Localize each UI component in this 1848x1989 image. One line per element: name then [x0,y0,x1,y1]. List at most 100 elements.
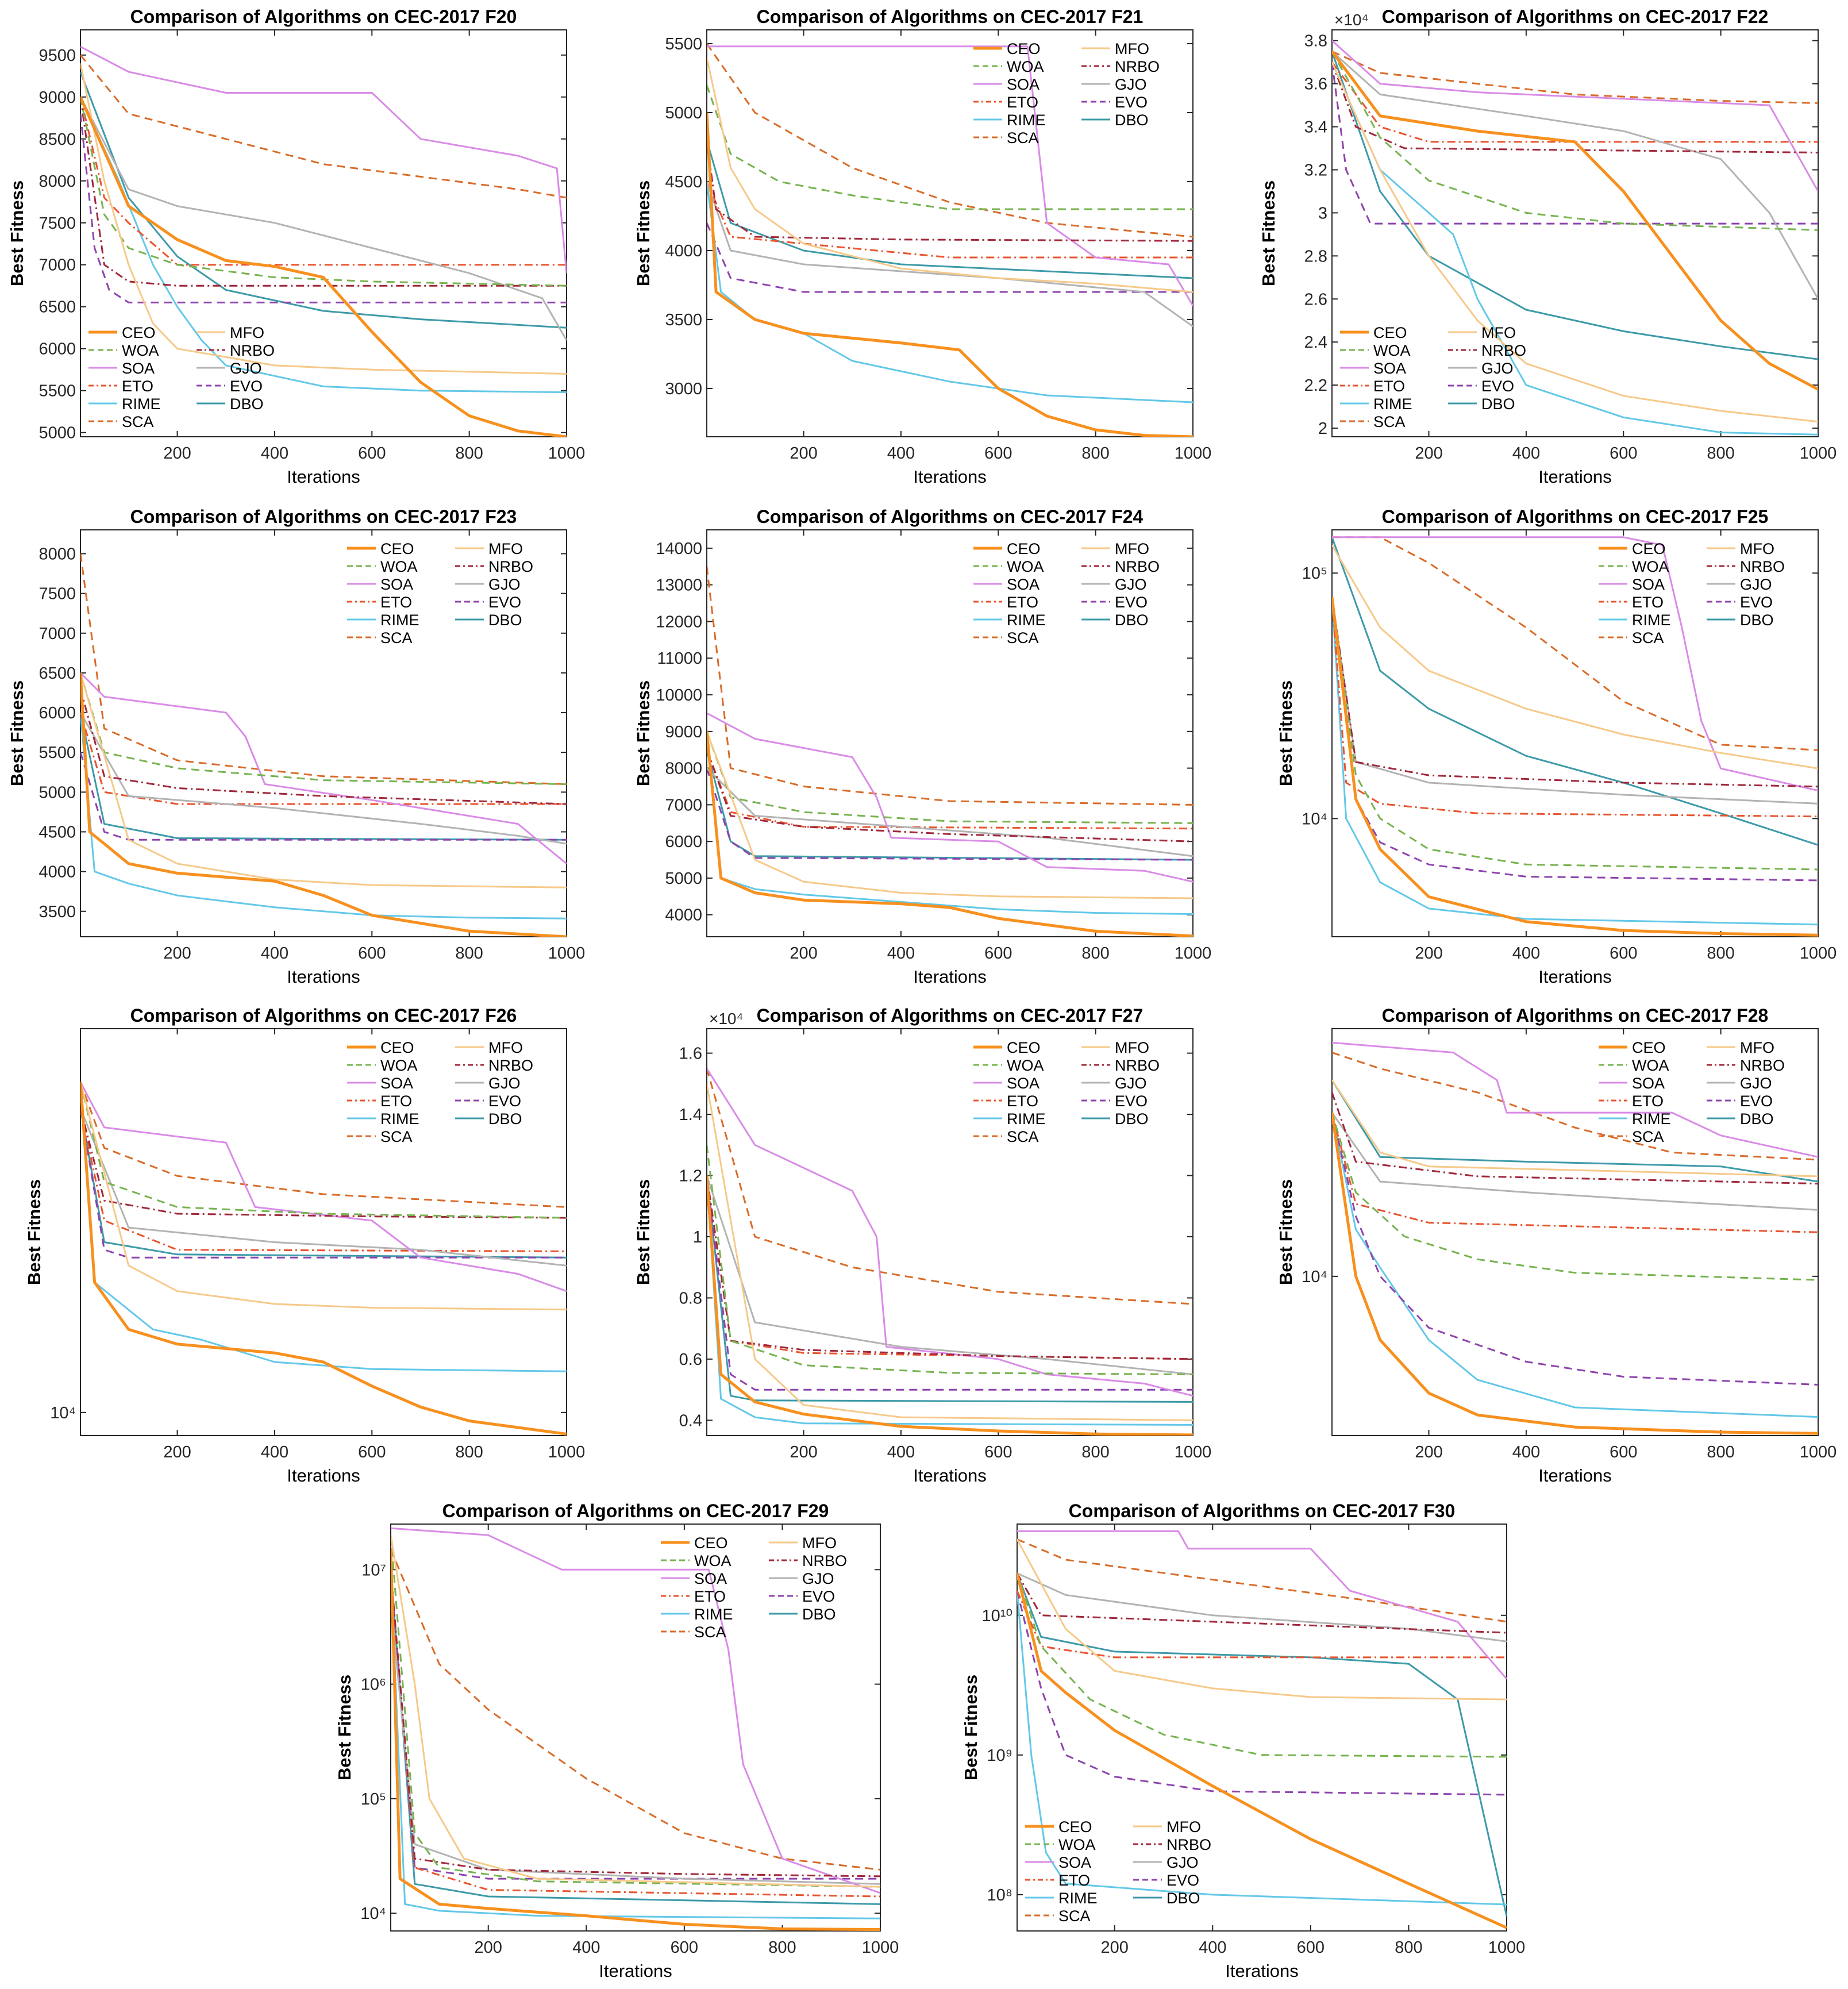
legend: CEO MFO WOA NRBO SOA GJO ETO EVO RIME DBO SCA [1599,540,1785,647]
y-tick-label: 8000 [38,172,76,191]
y-axis-label: Best Fitness [1276,680,1296,786]
series-line-rime [391,1569,880,1919]
series-line-ceo [80,1082,567,1436]
series-line-mfo [707,1083,1193,1421]
legend-label-nrbo: NRBO [488,558,533,575]
y-tick-label: 3.2 [1304,161,1327,179]
series-line-evo [80,752,567,841]
series-line-mfo [707,57,1193,293]
x-tick-label: 800 [768,1938,796,1957]
legend-label-sca: SCA [1007,129,1039,147]
y-tick-label: 8500 [38,130,76,149]
legend-label-soa: SOA [1373,360,1406,377]
legend-label-eto: ETO [1632,594,1664,611]
y-tick-label: 5000 [665,104,702,122]
legend-label-rime: RIME [1007,611,1046,629]
legend-label-woa: WOA [1058,1836,1096,1853]
legend-label-dbo: DBO [1740,1110,1774,1128]
legend-label-ceo: CEO [1058,1818,1092,1836]
series-line-soa [707,45,1193,306]
y-tick-label: 3500 [665,311,702,329]
legend-label-ceo: CEO [122,324,156,341]
y-axis-label: Best Fitness [24,1179,44,1285]
series-line-ceo [707,731,1193,937]
series-line-woa [707,84,1193,210]
series-line-evo [80,113,567,303]
y-tick-label: 4500 [38,823,76,841]
series-line-rime [1332,1112,1818,1418]
legend-label-eto: ETO [1373,378,1405,395]
series-group [707,566,1193,937]
series-line-evo [707,1175,1193,1391]
series-line-soa [707,1068,1193,1397]
series-line-nrbo [1332,1092,1818,1185]
chart-title: Comparison of Algorithms on CEC-2017 F28 [1382,1005,1769,1026]
y-tick-label: 10⁶ [361,1676,386,1694]
y-tick-label: 7500 [38,585,76,603]
legend-label-soa: SOA [1007,76,1040,93]
series-line-evo [1332,597,1818,882]
series-line-sca [80,1082,567,1208]
series-line-eto [80,97,567,266]
x-tick-label: 200 [1415,944,1442,963]
legend-label-mfo: MFO [802,1534,837,1552]
plot-area [1331,1028,1819,1436]
y-tick-label: 2 [1318,420,1327,438]
series-line-nrbo [707,749,1193,842]
chart-title: Comparison of Algorithms on CEC-2017 F27 [757,1005,1144,1026]
legend-label-eto: ETO [1632,1092,1664,1110]
plot-area [1331,29,1819,437]
series-line-sca [1332,1052,1818,1161]
series-line-gjo [80,1108,567,1267]
legend-label-mfo: MFO [1481,324,1516,341]
y-tick-label: 10⁹ [987,1746,1012,1765]
chart-title: Comparison of Algorithms on CEC-2017 F26 [130,1005,517,1026]
legend-label-soa: SOA [380,576,413,593]
legend-label-mfo: MFO [1115,1039,1149,1056]
y-tick-label: 1.6 [679,1045,702,1063]
x-tick-label: 600 [1610,444,1637,463]
series-line-gjo [1332,51,1818,300]
series-line-nrbo [80,1108,567,1219]
legend-label-ceo: CEO [380,1039,414,1056]
y-tick-label: 3500 [38,903,76,921]
legend-label-gjo: GJO [1166,1854,1199,1871]
legend-label-evo: EVO [1115,594,1148,611]
x-axis-label: Iterations [1538,467,1612,487]
x-axis-label: Iterations [287,967,360,987]
series-line-woa [1332,51,1818,231]
x-tick-label: 600 [358,1443,386,1461]
x-tick-label: 800 [1707,944,1734,963]
series-line-dbo [1332,51,1818,360]
legend-label-soa: SOA [1007,576,1040,593]
legend-label-mfo: MFO [1166,1818,1201,1836]
series-line-eto [1332,61,1818,143]
series-line-nrbo [707,140,1193,242]
legend-label-rime: RIME [1632,611,1671,629]
legend-label-ceo: CEO [1007,1039,1041,1056]
x-tick-label: 400 [887,444,915,463]
series-line-woa [1332,1112,1818,1281]
series-line-ceo [1332,597,1818,937]
series-line-evo [1332,62,1818,225]
legend-label-nrbo: NRBO [802,1552,847,1569]
legend-label-nrbo: NRBO [1166,1836,1211,1853]
legend-label-sca: SCA [380,629,413,647]
series-line-mfo [80,1082,567,1311]
series-line-dbo [707,140,1193,279]
legend: CEO MFO WOA NRBO SOA GJO ETO EVO RIME DBO SCA [973,540,1160,647]
x-tick-label: 1000 [1175,444,1212,463]
chart-title: Comparison of Algorithms on CEC-2017 F23 [130,506,517,527]
y-tick-label: 5500 [665,35,702,53]
legend-label-dbo: DBO [1166,1890,1200,1907]
series-line-mfo [1332,61,1818,423]
legend: CEO MFO WOA NRBO SOA GJO ETO EVO RIME DBO SCA [88,324,275,430]
x-axis-label: Iterations [287,1465,360,1486]
series-line-ceo [1332,51,1818,391]
series-group [707,1068,1193,1436]
chart-title: Comparison of Algorithms on CEC-2017 F22 [1382,6,1769,27]
legend-label-rime: RIME [694,1606,733,1623]
y-tick-label: 2.6 [1304,290,1327,309]
legend-label-dbo: DBO [230,395,264,413]
